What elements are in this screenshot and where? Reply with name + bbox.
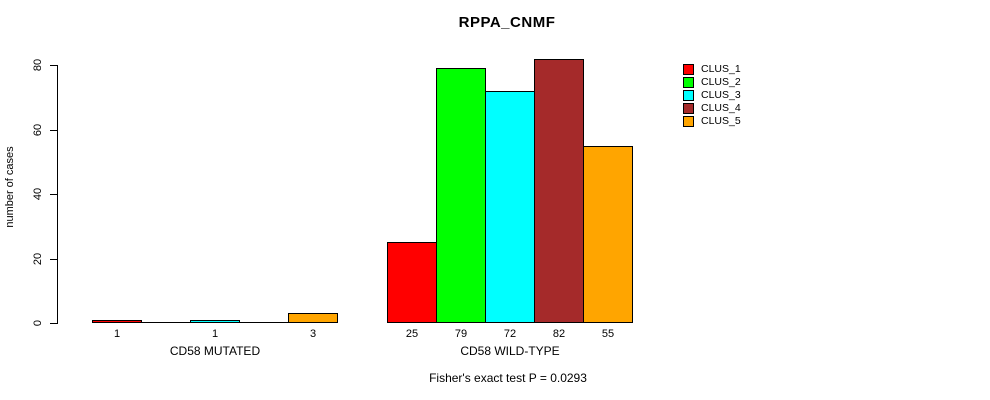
legend-item-clus_1: CLUS_1 xyxy=(683,63,741,76)
bar-clus_2-group2 xyxy=(436,68,486,323)
y-tick-label: 20 xyxy=(32,252,44,266)
bar-clus_3-group2 xyxy=(485,91,535,323)
legend-item-clus_4: CLUS_4 xyxy=(683,102,741,115)
bar-value-label: 82 xyxy=(552,328,566,340)
bar-value-label: 1 xyxy=(113,328,121,340)
bar-value-label: 55 xyxy=(601,328,615,340)
bar-clus_3-group1 xyxy=(190,320,240,323)
bar-value-label: 79 xyxy=(454,328,468,340)
legend-item-clus_3: CLUS_3 xyxy=(683,89,741,102)
y-axis-line xyxy=(57,65,58,324)
legend-label: CLUS_5 xyxy=(701,115,741,127)
legend-label: CLUS_3 xyxy=(701,89,741,101)
legend-item-clus_5: CLUS_5 xyxy=(683,115,741,128)
legend-swatch-clus_3 xyxy=(683,90,694,101)
y-axis-label: number of cases xyxy=(4,146,16,228)
y-tick-mark xyxy=(50,194,57,195)
legend-item-clus_2: CLUS_2 xyxy=(683,76,741,89)
legend: CLUS_1 CLUS_2 CLUS_3 CLUS_4 CLUS_5 xyxy=(683,63,741,128)
legend-swatch-clus_5 xyxy=(683,116,694,127)
zero-bar-clus_4-group1 xyxy=(239,322,289,323)
fisher-test-annotation: Fisher's exact test P = 0.0293 xyxy=(429,371,587,385)
bar-clus_1-group2 xyxy=(387,242,437,323)
category-label-2: CD58 WILD-TYPE xyxy=(460,344,560,358)
y-tick-mark xyxy=(50,259,57,260)
y-tick-label: 0 xyxy=(32,319,44,327)
bar-clus_5-group1 xyxy=(288,313,338,323)
legend-label: CLUS_4 xyxy=(701,102,741,114)
legend-swatch-clus_4 xyxy=(683,103,694,114)
bar-clus_1-group1 xyxy=(92,320,142,323)
legend-swatch-clus_2 xyxy=(683,77,694,88)
legend-label: CLUS_1 xyxy=(701,63,741,75)
bar-value-label: 25 xyxy=(405,328,419,340)
bar-clus_4-group2 xyxy=(534,59,584,323)
y-tick-label: 80 xyxy=(32,58,44,72)
bar-value-label: 72 xyxy=(503,328,517,340)
y-tick-label: 40 xyxy=(32,187,44,201)
bar-value-label: 1 xyxy=(211,328,219,340)
bar-value-label: 3 xyxy=(309,328,317,340)
y-tick-mark xyxy=(50,323,57,324)
legend-swatch-clus_1 xyxy=(683,64,694,75)
zero-bar-clus_2-group1 xyxy=(141,322,191,323)
category-label-1: CD58 MUTATED xyxy=(169,344,261,358)
y-tick-mark xyxy=(50,130,57,131)
bar-clus_5-group2 xyxy=(583,146,633,323)
chart-title: RPPA_CNMF xyxy=(458,14,556,31)
y-tick-mark xyxy=(50,65,57,66)
y-tick-label: 60 xyxy=(32,123,44,137)
legend-label: CLUS_2 xyxy=(701,76,741,88)
